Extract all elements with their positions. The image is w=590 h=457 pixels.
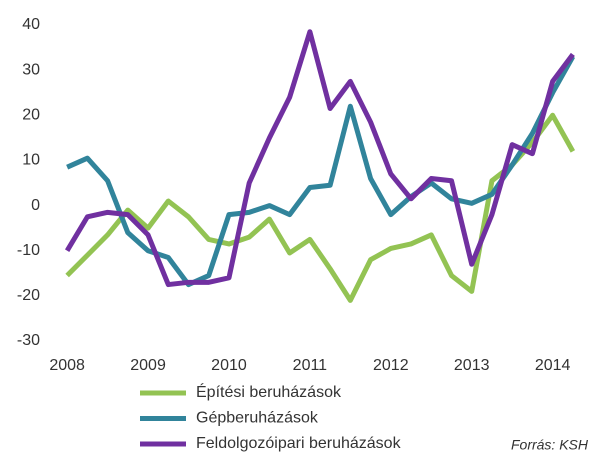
series-line bbox=[66, 55, 576, 288]
y-tick-label: -10 bbox=[17, 242, 40, 259]
x-tick-label: 2012 bbox=[373, 357, 409, 374]
x-tick-label: 2011 bbox=[293, 357, 328, 374]
x-tick-label: 2008 bbox=[49, 357, 85, 374]
series-line bbox=[64, 29, 575, 288]
y-tick-label: 0 bbox=[31, 197, 40, 214]
x-tick-label: 2014 bbox=[535, 357, 571, 374]
series-line bbox=[65, 112, 576, 303]
y-tick-label: 10 bbox=[22, 152, 40, 169]
x-tick-label: 2009 bbox=[130, 357, 166, 374]
y-tick-label: 40 bbox=[22, 16, 40, 33]
legend-label: Feldolgozóipari beruházások bbox=[196, 435, 402, 452]
x-tick-label: 2010 bbox=[211, 357, 247, 374]
y-tick-label: -30 bbox=[17, 332, 40, 349]
legend-label: Építési beruházások bbox=[196, 382, 342, 401]
source-note: Forrás: KSH bbox=[511, 437, 589, 453]
y-tick-label: -20 bbox=[17, 287, 40, 304]
legend-label: Gépberuházások bbox=[196, 410, 319, 427]
y-tick-label: 20 bbox=[22, 107, 40, 124]
x-tick-label: 2013 bbox=[454, 357, 490, 374]
y-tick-label: 30 bbox=[22, 61, 40, 78]
